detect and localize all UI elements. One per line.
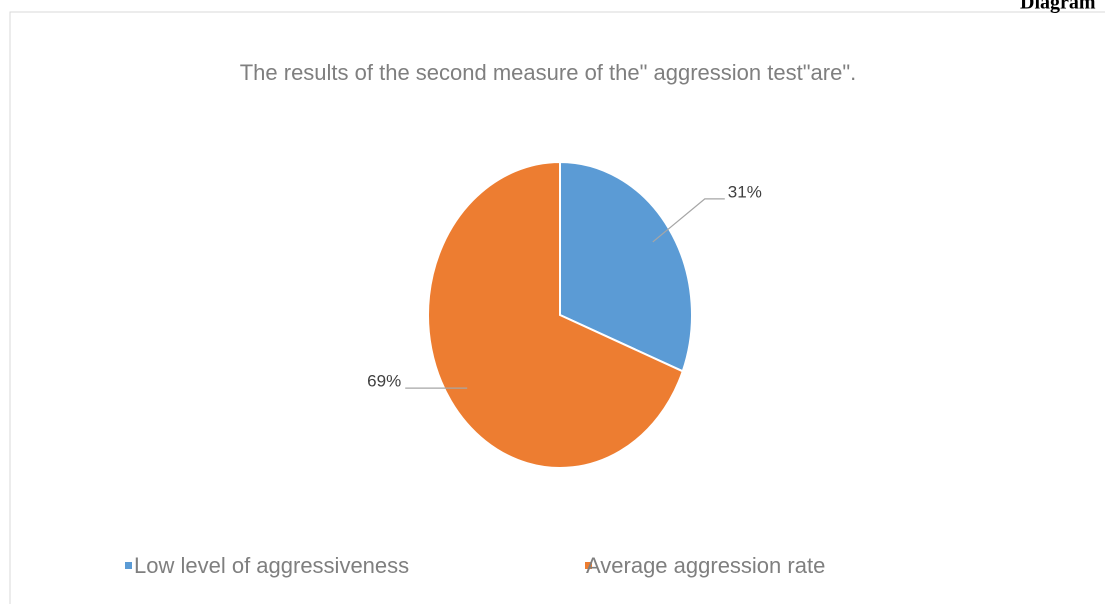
legend-label: Low level of aggressiveness [134,553,409,578]
data-label: 31% [728,182,762,201]
legend-label: Average aggression rate [586,553,825,578]
leader-line [652,198,725,243]
legend-marker [585,562,592,569]
page-label: Diagram [1020,0,1096,14]
data-label: 69% [367,372,401,391]
chart-title: The results of the second measure of the… [240,60,857,85]
legend-marker [125,562,132,569]
pie-slice [427,160,684,469]
